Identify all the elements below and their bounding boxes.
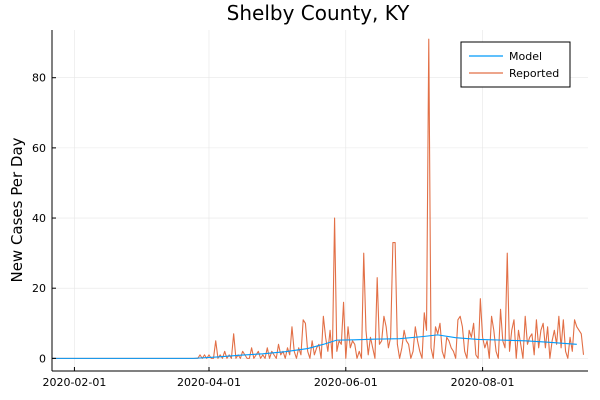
legend-box	[460, 41, 571, 88]
legend-label-model: Model	[509, 50, 542, 63]
y-tick-label-1: 20	[32, 282, 46, 295]
series-line-model	[52, 334, 577, 359]
legend: Model Reported	[460, 41, 571, 88]
y-axis-label: New Cases Per Day	[8, 137, 26, 282]
x-tick-label-2: 2020-06-01	[314, 376, 378, 389]
y-tick-label-0: 0	[39, 352, 46, 365]
y-tick-label-4: 80	[32, 72, 46, 85]
x-tick-label-3: 2020-08-01	[451, 376, 515, 389]
x-tick-label-1: 2020-04-01	[177, 376, 241, 389]
legend-label-reported: Reported	[509, 67, 559, 80]
plot-series	[52, 38, 585, 359]
y-tick-label-3: 60	[32, 142, 46, 155]
x-tick-label-0: 2020-02-01	[42, 376, 106, 389]
chart-title: Shelby County, KY	[227, 1, 410, 25]
axes: 2020-02-01 2020-04-01 2020-06-01 2020-08-01…	[32, 30, 588, 389]
series-line-reported	[52, 38, 585, 359]
y-tick-label-2: 40	[32, 212, 46, 225]
